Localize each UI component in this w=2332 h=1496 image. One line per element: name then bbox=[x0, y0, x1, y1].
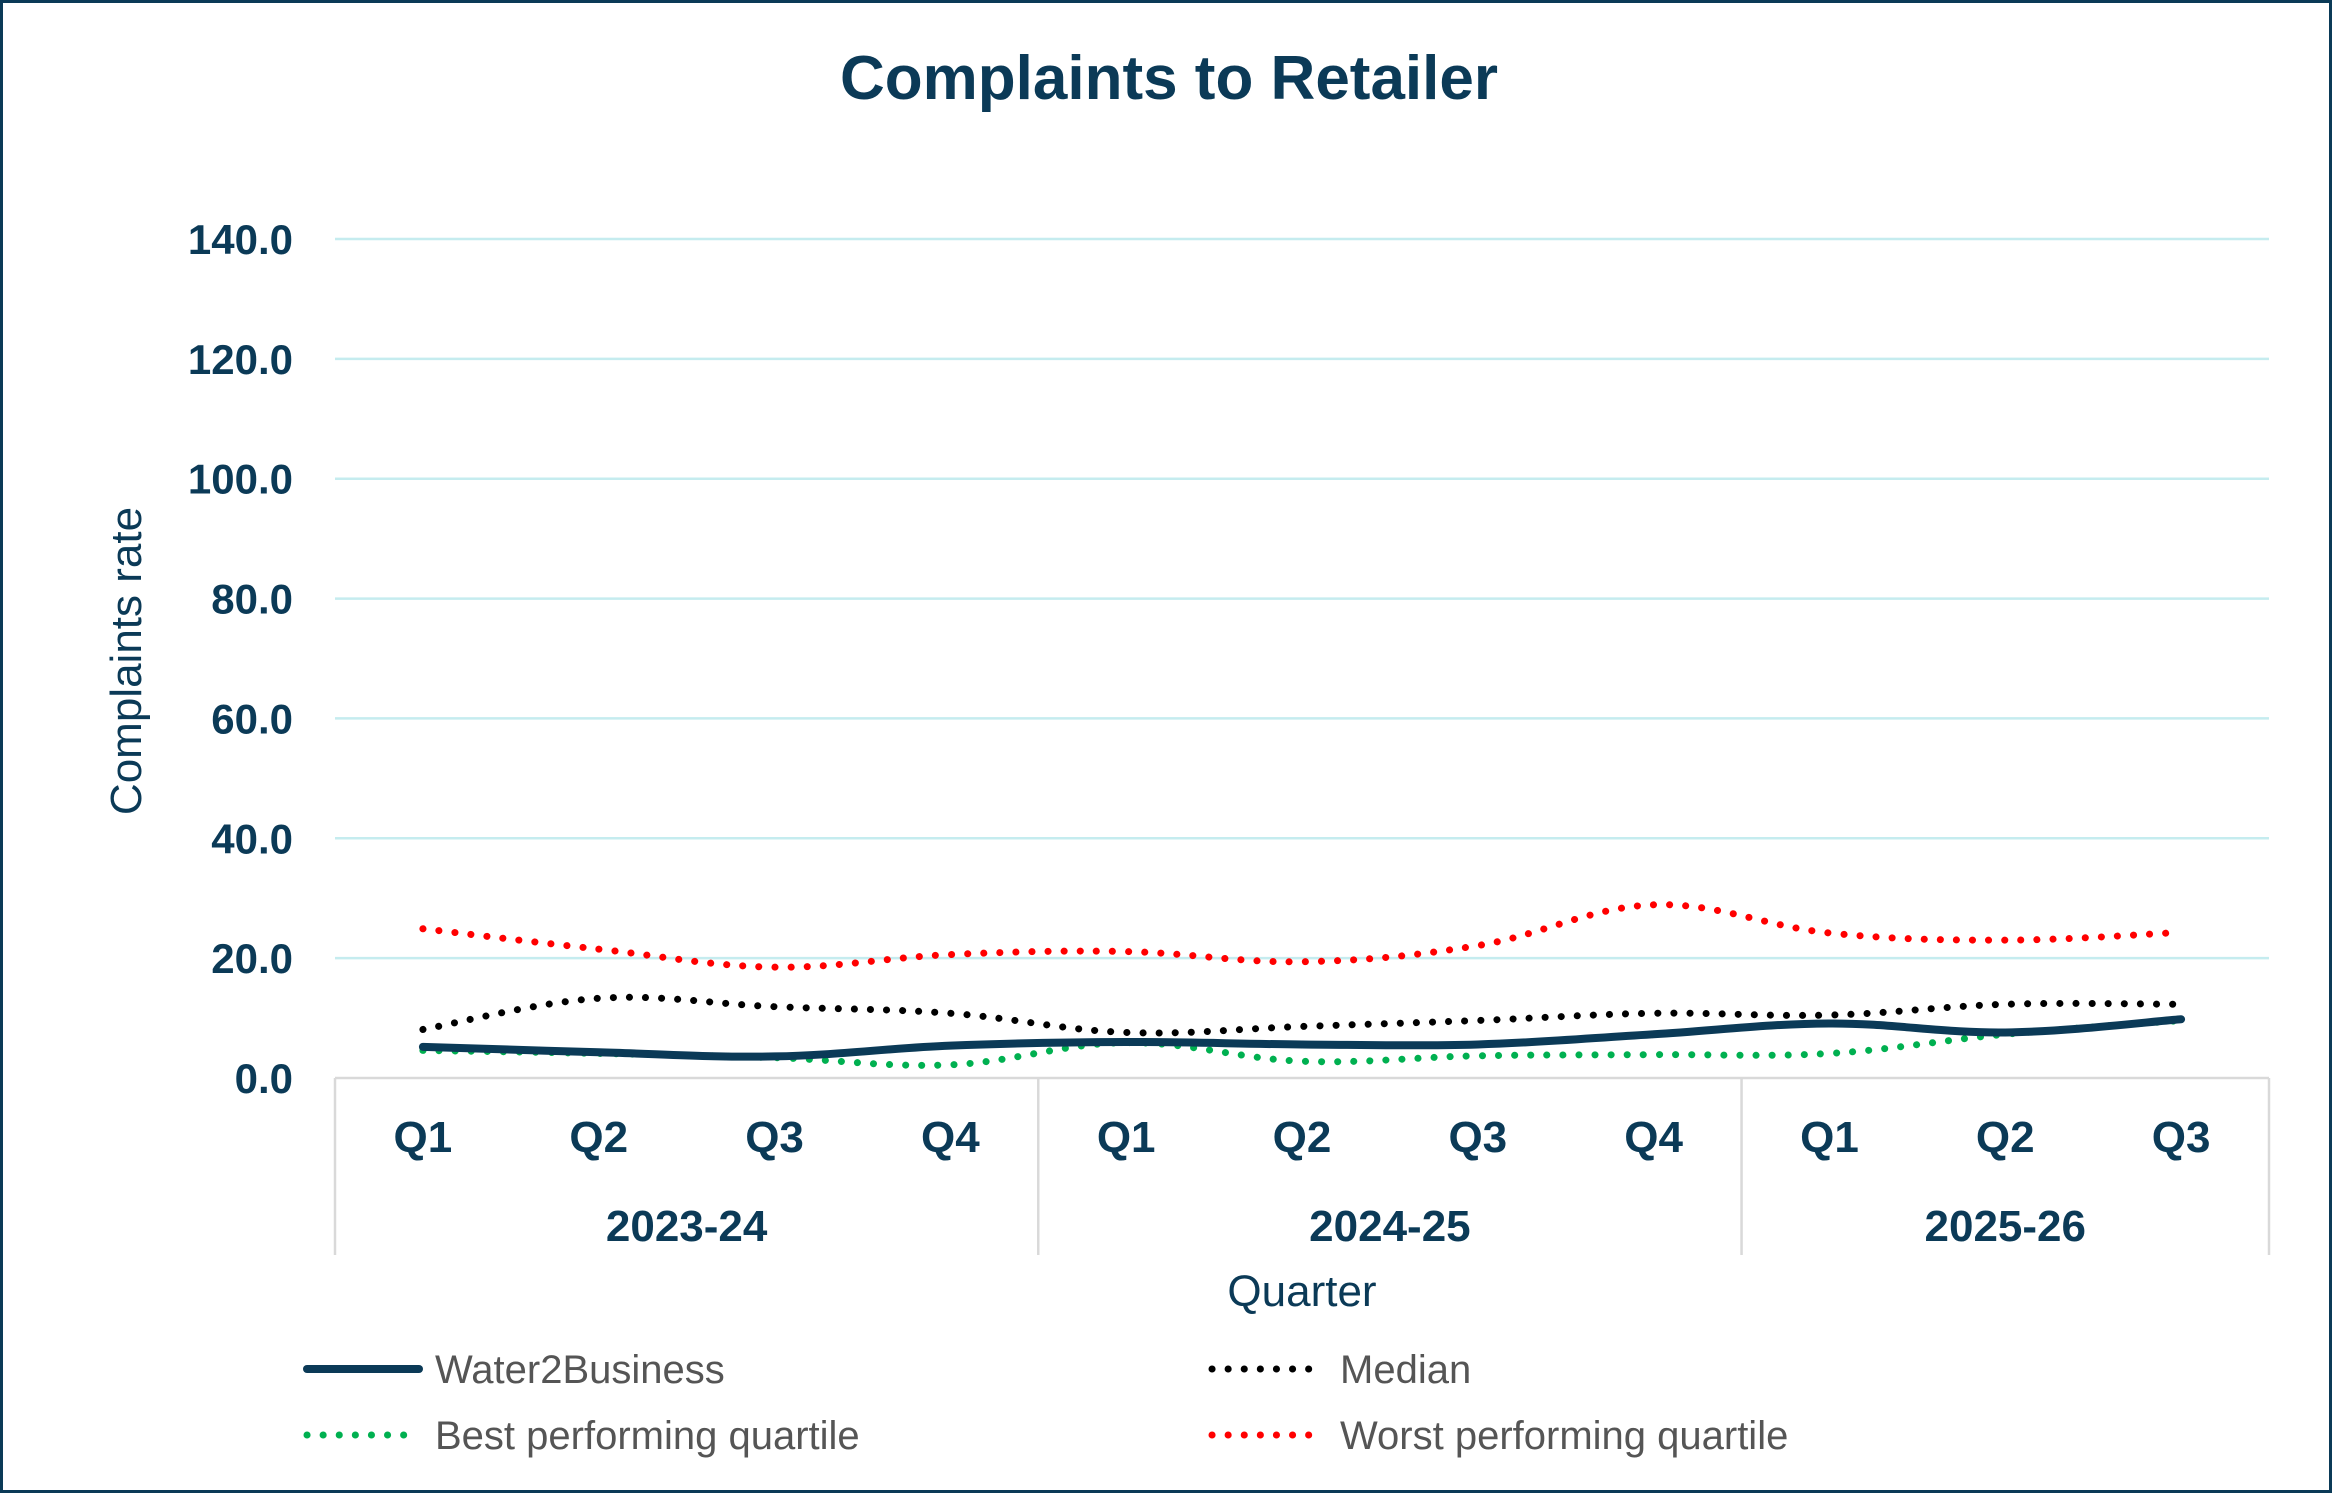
y-axis-ticks: 0.0 20.0 40.0 60.0 80.0 100.0 120.0 140.0 bbox=[188, 216, 293, 1102]
y-axis-label: Complaints rate bbox=[102, 507, 151, 815]
legend-item-water2business: Water2Business bbox=[303, 1348, 725, 1392]
gridlines bbox=[335, 237, 2269, 960]
x-tick-label: Q2 bbox=[1273, 1113, 1332, 1162]
x-axis: Q1 Q2 Q3 Q4 Q1 Q2 Q3 Q4 Q1 Q2 Q3 2023-24 2024-25 2025… bbox=[333, 1076, 2271, 1255]
x-tick-label: Q2 bbox=[1976, 1113, 2035, 1162]
x-group-label: 2025-26 bbox=[1925, 1202, 2086, 1251]
x-group-label: 2023-24 bbox=[606, 1202, 768, 1251]
series-line-water2business bbox=[418, 1015, 2186, 1061]
series-line-best-performing-quartile bbox=[419, 1016, 2185, 1069]
x-tick-label: Q3 bbox=[2152, 1113, 2211, 1162]
legend-item-worst-performing-quartile: Worst performing quartile bbox=[1208, 1414, 1788, 1458]
x-tick-label: Q1 bbox=[394, 1113, 453, 1162]
line-chart: Complaints to Retailer 0.0 20.0 40.0 60.0 80… bbox=[102, 44, 2271, 1458]
legend-label: Worst performing quartile bbox=[1340, 1414, 1788, 1458]
legend-item-best-performing-quartile: Best performing quartile bbox=[303, 1414, 860, 1458]
series-lines bbox=[418, 901, 2186, 1069]
y-tick-label: 60.0 bbox=[211, 695, 293, 742]
y-tick-label: 80.0 bbox=[211, 576, 293, 623]
legend: Water2Business Median Best performing quar… bbox=[303, 1348, 1788, 1458]
x-group-label: 2024-25 bbox=[1309, 1202, 1470, 1251]
chart-title: Complaints to Retailer bbox=[840, 44, 1498, 113]
series-line-worst-performing-quartile bbox=[419, 901, 2185, 971]
series-line-median bbox=[419, 993, 2185, 1037]
x-tick-label: Q1 bbox=[1097, 1113, 1156, 1162]
x-axis-label: Quarter bbox=[1227, 1267, 1376, 1316]
legend-label: Median bbox=[1340, 1348, 1471, 1392]
x-tick-label: Q3 bbox=[1448, 1113, 1507, 1162]
x-tick-label: Q2 bbox=[569, 1113, 628, 1162]
y-tick-label: 0.0 bbox=[235, 1055, 293, 1102]
y-tick-label: 120.0 bbox=[188, 336, 293, 383]
y-tick-label: 20.0 bbox=[211, 935, 293, 982]
y-tick-label: 100.0 bbox=[188, 456, 293, 503]
x-tick-label: Q4 bbox=[1624, 1113, 1683, 1162]
x-tick-label: Q1 bbox=[1800, 1113, 1859, 1162]
legend-item-median: Median bbox=[1208, 1348, 1471, 1392]
legend-label: Best performing quartile bbox=[435, 1414, 860, 1458]
legend-label: Water2Business bbox=[435, 1348, 725, 1392]
y-tick-label: 40.0 bbox=[211, 815, 293, 862]
y-tick-label: 140.0 bbox=[188, 216, 293, 263]
x-tick-label: Q4 bbox=[921, 1113, 980, 1162]
x-tick-label: Q3 bbox=[745, 1113, 804, 1162]
